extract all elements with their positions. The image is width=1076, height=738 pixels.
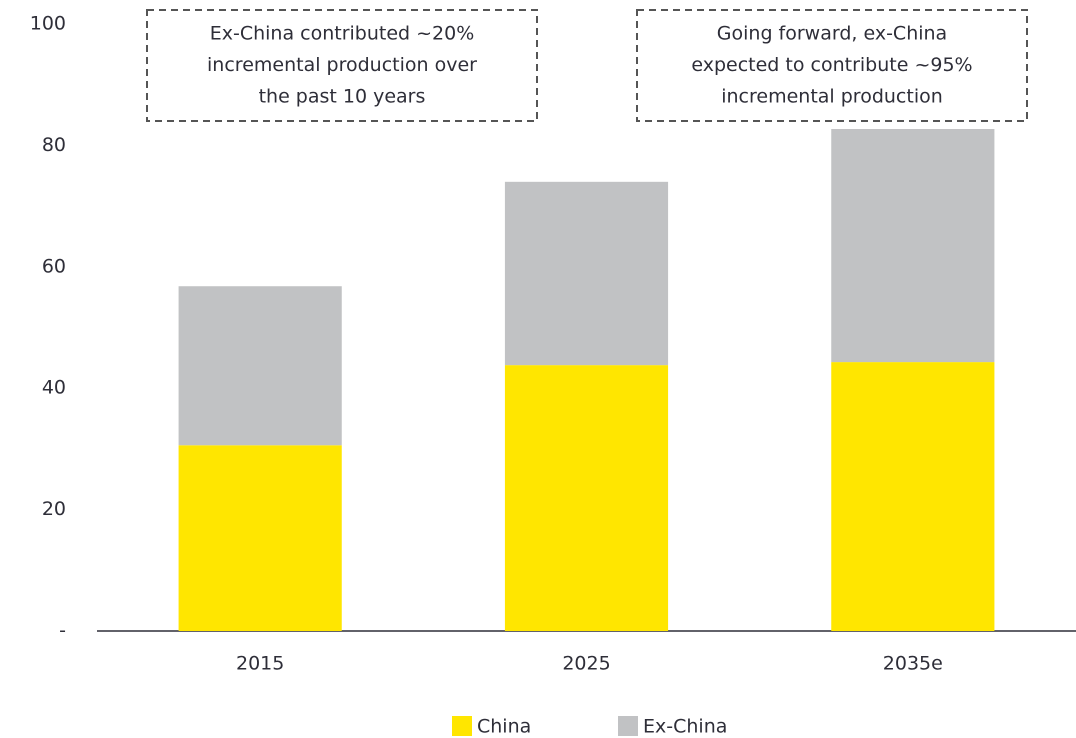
legend-label: Ex-China [643,716,727,738]
x-tick-label: 2025 [562,653,610,675]
legend-swatch [452,716,472,736]
y-tick-label: 80 [42,134,66,156]
annotation-text: the past 10 years [259,86,426,108]
bar-segment [178,445,342,631]
bar-segment [504,365,669,631]
bar-segment [831,129,995,363]
y-tick-label: 60 [42,255,66,277]
annotation-text: expected to contribute ~95% [691,54,972,76]
annotation-box [146,9,538,122]
annotation-text: incremental production [721,86,943,108]
bar-segment [504,181,669,366]
x-tick-label: 2015 [236,653,284,675]
legend-label: China [477,716,531,738]
y-tick-label: 40 [42,377,66,399]
legend-swatch [618,716,638,736]
annotation-text: Going forward, ex-China [717,23,947,45]
annotation-box [636,9,1028,122]
annotation-text: Ex-China contributed ~20% [210,23,475,45]
y-tick-label: 100 [30,13,66,35]
bar-segment [831,362,995,631]
x-tick-label: 2035e [883,653,943,675]
y-tick-label: - [59,620,66,642]
bar-segment [178,286,342,446]
annotation-text: incremental production over [207,54,477,76]
y-tick-label: 20 [42,498,66,520]
